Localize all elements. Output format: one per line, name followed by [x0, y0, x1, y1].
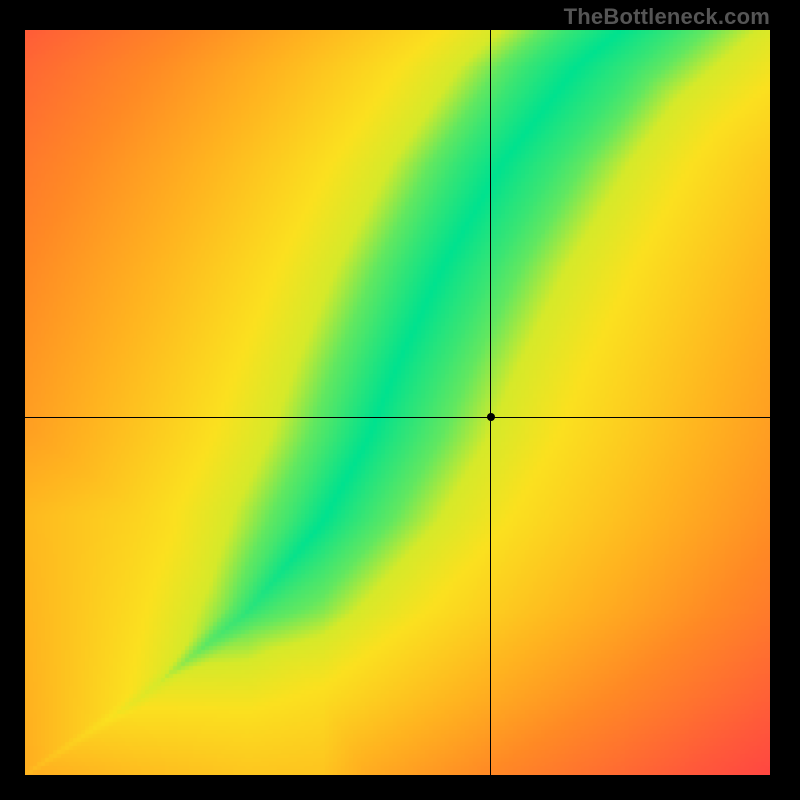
crosshair-horizontal [25, 417, 770, 418]
bottleneck-heatmap [25, 30, 770, 775]
chart-root: TheBottleneck.com [0, 0, 800, 800]
watermark-text: TheBottleneck.com [564, 4, 770, 30]
crosshair-vertical [490, 30, 491, 775]
